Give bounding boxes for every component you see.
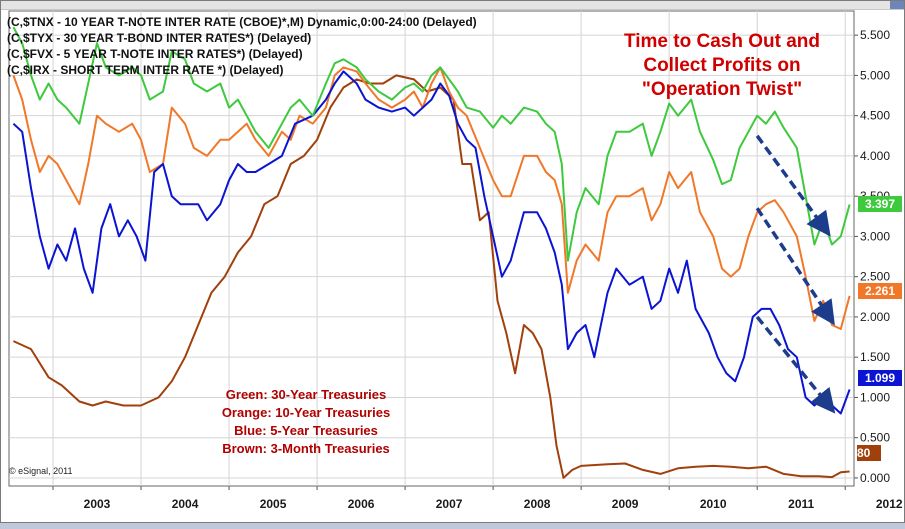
legend-irx: (C,$IRX - SHORT TERM INTER RATE *) (Dela… [7, 63, 284, 77]
y-tick-label: 0.500 [860, 431, 890, 445]
esignal-copyright: © eSignal, 2011 [9, 466, 73, 476]
y-tick-label: 1.500 [860, 350, 890, 364]
x-tick-label: 2006 [348, 497, 375, 511]
last-value-green: 3.397 [858, 196, 902, 212]
series-line-green [12, 26, 851, 262]
last-value-blue: 1.099 [858, 370, 902, 386]
last-value-orange: 2.261 [858, 283, 902, 299]
x-tick-label: 2004 [172, 497, 199, 511]
window-top-strip [890, 1, 904, 9]
y-tick-label: 1.000 [860, 390, 890, 404]
color-key: Green: 30-Year Treasuries Orange: 10-Yea… [191, 386, 421, 458]
color-key-orange: Orange: 10-Year Treasuries [221, 405, 391, 420]
chart-title: Time to Cash Out and Collect Profits on … [603, 30, 841, 102]
chart-title-line-2: Collect Profits on [643, 55, 801, 76]
x-tick-label: 2003 [84, 497, 111, 511]
legend-tnx: (C,$TNX - 10 YEAR T-NOTE INTER RATE (CBO… [7, 15, 477, 29]
x-tick-label: 2009 [612, 497, 639, 511]
y-tick-label: 4.500 [860, 109, 890, 123]
legend-fvx: (C,$FVX - 5 YEAR T-NOTE INTER RATES*) (D… [7, 47, 303, 61]
last-value-brown: 80 [857, 445, 881, 461]
y-tick-label: 5.500 [860, 28, 890, 42]
y-tick-label: 0.000 [860, 471, 890, 485]
series-line-orange [12, 66, 851, 330]
x-tick-label: 2012 [876, 497, 903, 511]
trend-arrow-2 [755, 207, 835, 326]
color-key-green: Green: 30-Year Treasuries [225, 387, 387, 402]
color-key-brown: Brown: 3-Month Treasuries [222, 441, 390, 456]
x-tick-label: 2008 [524, 497, 551, 511]
trend-arrow-3 [755, 315, 836, 414]
x-tick-label: 2007 [436, 497, 463, 511]
legend-tyx: (C,$TYX - 30 YEAR T-BOND INTER RATES*) (… [7, 31, 312, 45]
y-tick-label: 2.500 [860, 270, 890, 284]
y-tick-label: 5.000 [860, 68, 890, 82]
trend-arrow-1 [755, 134, 831, 237]
y-tick-label: 4.000 [860, 149, 890, 163]
chart-title-line-3: "Operation Twist" [641, 79, 803, 100]
series-line-blue [12, 70, 851, 415]
y-tick-label: 3.000 [860, 229, 890, 243]
x-tick-label: 2005 [260, 497, 287, 511]
chart-title-line-1: Time to Cash Out and [623, 31, 820, 52]
color-key-blue: Blue: 5-Year Treasuries [234, 423, 378, 438]
plot-area-border [8, 10, 855, 487]
y-tick-label: 2.000 [860, 310, 890, 324]
x-tick-label: 2011 [788, 497, 814, 511]
window-top-bar [1, 1, 904, 10]
x-tick-label: 2010 [700, 497, 727, 511]
